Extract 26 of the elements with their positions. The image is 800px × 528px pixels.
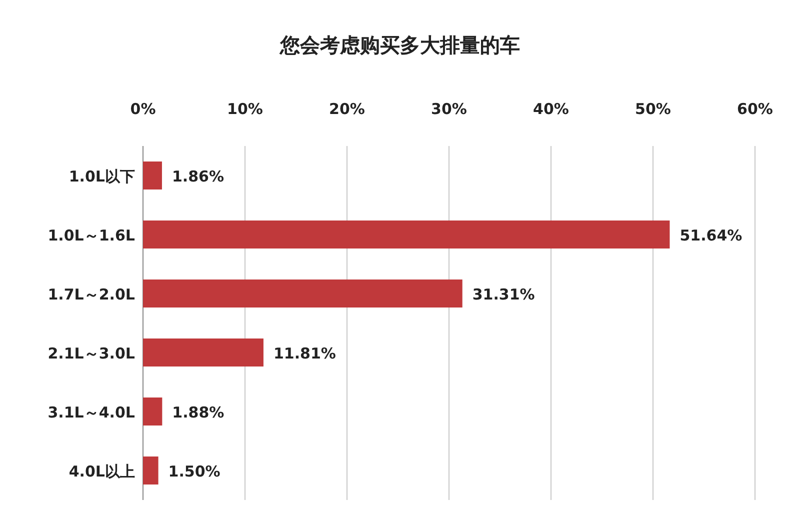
data-label: 1.50% (168, 462, 220, 480)
bar (143, 162, 162, 190)
bar (143, 280, 462, 308)
bar (143, 456, 158, 484)
y-tick-label: 2.1L～3.0L (48, 344, 136, 362)
data-label: 1.86% (172, 168, 224, 186)
x-tick-label: 10% (227, 100, 263, 118)
data-label: 11.81% (273, 344, 336, 362)
x-tick-label: 40% (533, 100, 569, 118)
y-tick-label: 4.0L以上 (68, 462, 135, 480)
y-tick-label: 1.0L～1.6L (48, 226, 136, 244)
x-tick-label: 30% (431, 100, 467, 118)
data-label: 31.31% (472, 286, 535, 304)
y-tick-label: 1.7L～2.0L (48, 286, 136, 304)
chart-title: 您会考虑购买多大排量的车 (279, 33, 520, 57)
bar (143, 220, 670, 248)
y-tick-label: 3.1L～4.0L (48, 404, 136, 422)
data-label: 51.64% (680, 226, 742, 244)
bar (143, 338, 264, 366)
x-tick-label: 50% (635, 100, 671, 118)
x-tick-label: 20% (329, 100, 365, 118)
bar (143, 398, 162, 426)
y-tick-label: 1.0L以下 (68, 168, 135, 186)
data-label: 1.88% (172, 404, 224, 422)
x-tick-label: 60% (737, 100, 773, 118)
x-tick-label: 0% (130, 100, 156, 118)
